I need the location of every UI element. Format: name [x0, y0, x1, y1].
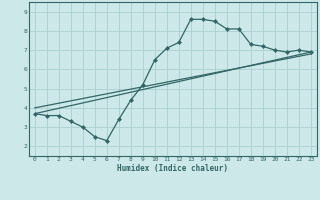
X-axis label: Humidex (Indice chaleur): Humidex (Indice chaleur)	[117, 164, 228, 173]
